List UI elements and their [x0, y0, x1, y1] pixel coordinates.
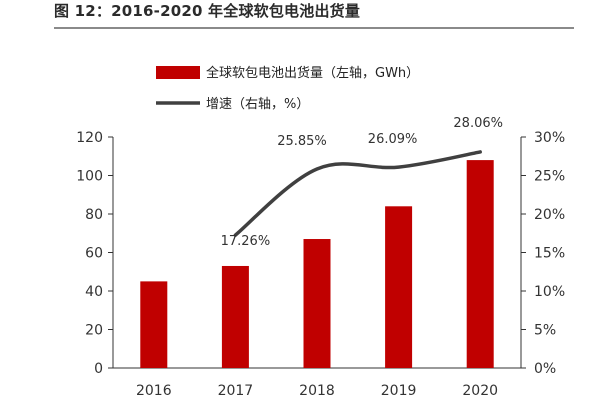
x-tick-label: 2020: [462, 383, 498, 399]
left-tick-label: 20: [85, 323, 103, 339]
right-tick-label: 25%: [534, 169, 565, 185]
legend: 全球软包电池出货量（左轴，GWh） 增速（右轴，%）: [156, 65, 419, 112]
right-tick-label: 10%: [534, 284, 565, 300]
axes: 0 20 40 60 80 100 120 0% 5% 10% 15% 20% 25% 30% 2016 20…: [76, 130, 565, 399]
left-tick-label: 80: [85, 207, 103, 223]
left-tick-label: 40: [85, 284, 103, 300]
growth-data-label: 25.85%: [277, 134, 327, 149]
right-tick-label: 20%: [534, 207, 565, 223]
line-series: [233, 150, 482, 237]
x-tick-label: 2017: [218, 383, 254, 399]
bar: [385, 206, 413, 368]
left-tick-label: 60: [85, 246, 103, 262]
bar: [303, 239, 331, 368]
right-tick-label: 0%: [534, 361, 556, 377]
left-tick-label: 120: [76, 130, 103, 146]
growth-data-label: 17.26%: [221, 234, 271, 249]
data-labels: 17.26% 25.85% 26.09% 28.06%: [221, 116, 503, 249]
right-tick-label: 15%: [534, 246, 565, 262]
growth-data-label: 26.09%: [368, 132, 418, 147]
growth-data-label: 28.06%: [453, 116, 503, 131]
x-tick-label: 2019: [381, 383, 417, 399]
legend-label-line: 增速（右轴，%）: [206, 97, 309, 112]
legend-label-bar: 全球软包电池出货量（左轴，GWh）: [206, 65, 419, 81]
title-divider: [54, 27, 574, 29]
x-tick-label: 2016: [136, 383, 172, 399]
right-tick-label: 30%: [534, 130, 565, 146]
bar: [140, 281, 168, 368]
chart-title: 图 12：2016-2020 年全球软包电池出货量: [54, 2, 361, 20]
growth-line: [233, 150, 482, 237]
right-tick-label: 5%: [534, 323, 556, 339]
legend-swatch-bar: [156, 66, 200, 79]
x-tick-label: 2018: [299, 383, 335, 399]
bar: [466, 160, 494, 368]
left-tick-label: 0: [94, 361, 103, 377]
bar: [221, 265, 249, 368]
bar-series: [140, 160, 494, 368]
left-tick-label: 100: [76, 169, 103, 185]
